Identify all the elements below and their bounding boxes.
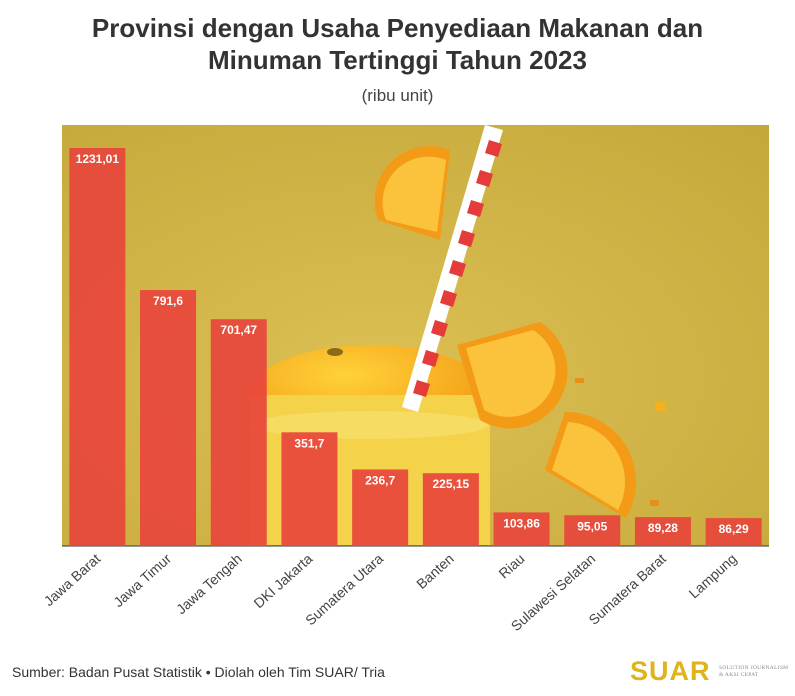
bar-chart: 1231,01 791,6 701,47 351,7 236,7 225,15 103,86… bbox=[41, 125, 769, 634]
chart-title-line-1: Provinsi dengan Usaha Penyediaan Makanan… bbox=[91, 13, 704, 43]
bar-lampung bbox=[705, 518, 762, 546]
value-label-sumatera-barat: 89,28 bbox=[648, 521, 678, 535]
logo-wordmark: SUAR bbox=[630, 656, 711, 686]
value-label-lampung: 86,29 bbox=[719, 522, 749, 536]
value-label-riau: 103,86 bbox=[503, 516, 540, 530]
value-label-jawa-tengah: 701,47 bbox=[220, 323, 257, 337]
logo-tagline-line-2: & AKSI CEPAT bbox=[718, 671, 759, 678]
orange-slice-illustration-2 bbox=[457, 322, 568, 429]
source-note: Sumber: Badan Pusat Statistik • Diolah o… bbox=[12, 664, 385, 680]
bar-sumatera-utara bbox=[352, 469, 409, 546]
bar-jawa-tengah bbox=[210, 319, 267, 546]
bars-group bbox=[69, 148, 762, 546]
x-tick-label-lampung: Lampung bbox=[686, 550, 740, 601]
chart-subtitle: (ribu unit) bbox=[361, 86, 434, 105]
x-tick-label-dki-jakarta: DKI Jakarta bbox=[250, 550, 315, 611]
value-labels-group: 1231,01 791,6 701,47 351,7 236,7 225,15 103,86… bbox=[76, 152, 749, 536]
bar-dki-jakarta bbox=[281, 432, 338, 546]
x-tick-label-banten: Banten bbox=[413, 550, 457, 592]
orange-slice-illustration-1 bbox=[374, 146, 450, 240]
orange-slice-illustration-3 bbox=[545, 411, 636, 518]
bar-jawa-timur bbox=[140, 290, 197, 546]
value-label-sulawesi-selatan: 95,05 bbox=[577, 519, 607, 533]
suar-logo: SUAR SOLUTION JOURNALISM & AKSI CEPAT bbox=[630, 656, 788, 686]
value-label-jawa-timur: 791,6 bbox=[153, 294, 183, 308]
bar-sulawesi-selatan bbox=[564, 515, 621, 546]
bar-sumatera-barat bbox=[634, 517, 691, 546]
value-label-dki-jakarta: 351,7 bbox=[294, 436, 324, 450]
chart-title: Provinsi dengan Usaha Penyediaan Makanan… bbox=[0, 12, 795, 76]
value-label-sumatera-utara: 236,7 bbox=[365, 473, 395, 487]
value-label-banten: 225,15 bbox=[432, 477, 469, 491]
chart-title-line-2: Minuman Tertinggi Tahun 2023 bbox=[208, 45, 587, 75]
x-tick-label-jawa-barat: Jawa Barat bbox=[41, 550, 104, 609]
bar-banten bbox=[422, 473, 479, 546]
logo-tagline-line-1: SOLUTION JOURNALISM bbox=[718, 664, 789, 671]
bar-jawa-barat bbox=[69, 148, 126, 546]
straw-illustration bbox=[402, 125, 503, 412]
x-tick-label-riau: Riau bbox=[495, 550, 527, 581]
x-tick-label-jawa-timur: Jawa Timur bbox=[110, 550, 174, 610]
bar-riau bbox=[493, 512, 550, 546]
logo-tagline: SOLUTION JOURNALISM & AKSI CEPAT bbox=[719, 665, 788, 679]
x-tick-label-jawa-tengah: Jawa Tengah bbox=[173, 550, 245, 617]
value-label-jawa-barat: 1231,01 bbox=[76, 152, 120, 166]
orange-bits-illustration bbox=[575, 378, 666, 506]
